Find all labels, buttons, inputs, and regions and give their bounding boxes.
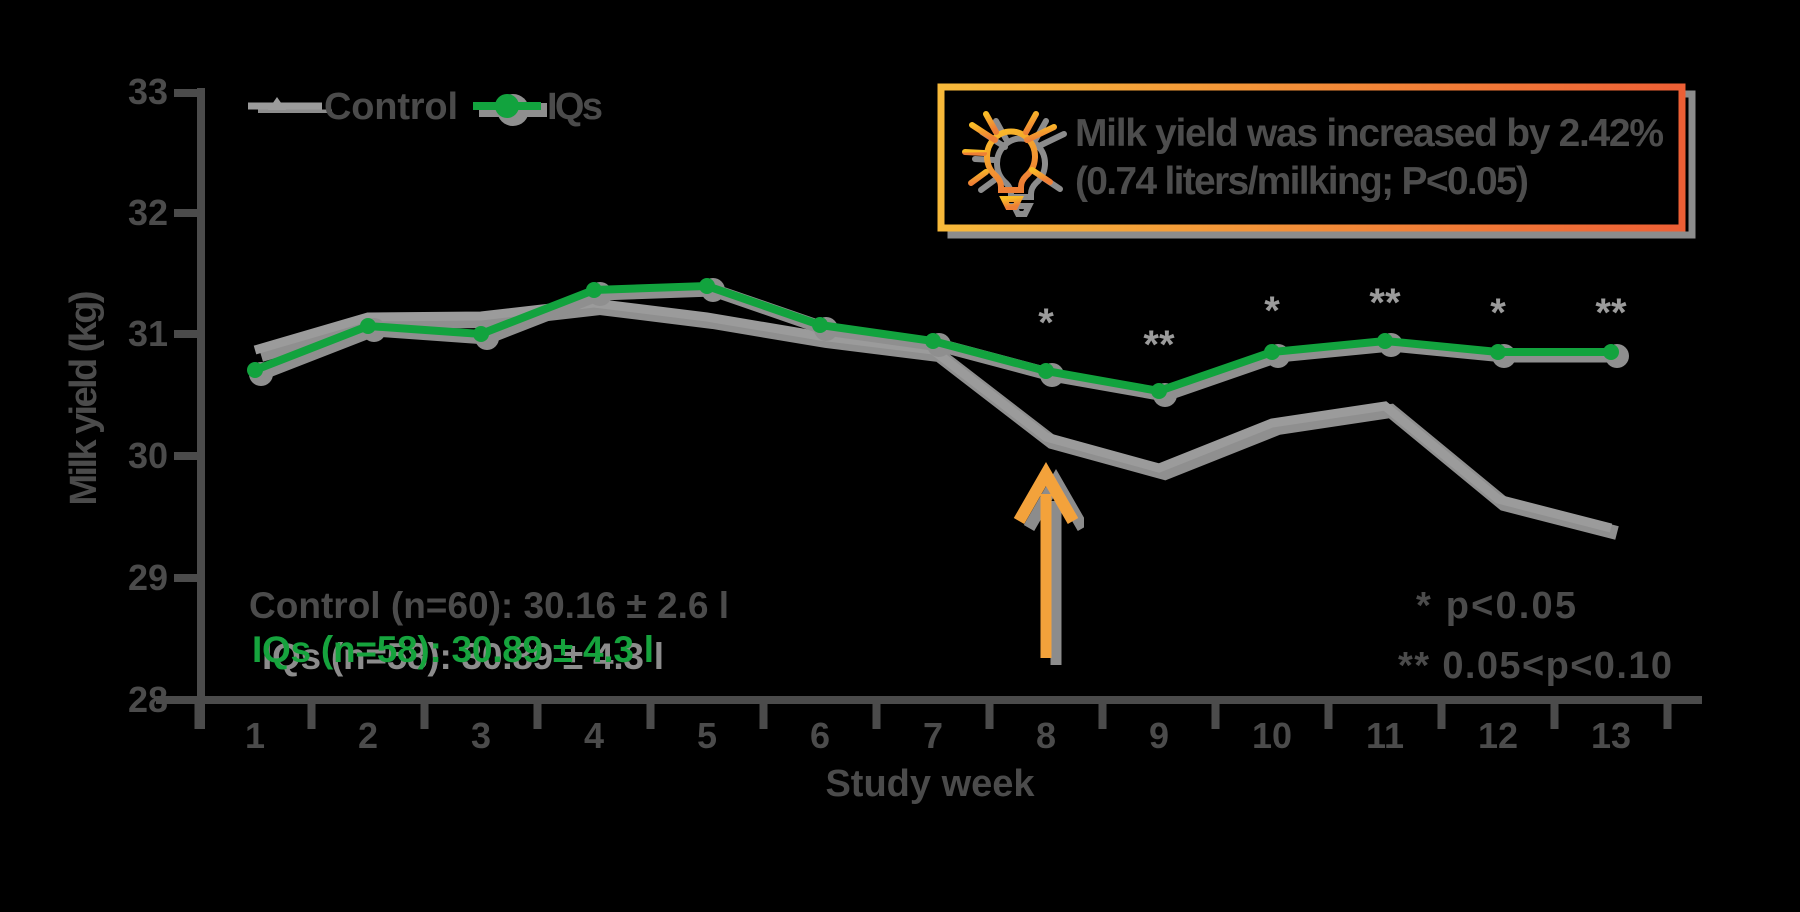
svg-text:28: 28 — [128, 679, 168, 720]
svg-text:12: 12 — [1478, 715, 1518, 756]
svg-text:* p<0.05: * p<0.05 — [1416, 585, 1576, 627]
svg-text:33: 33 — [128, 71, 168, 112]
svg-text:(0.74 liters/milking; P<0.05): (0.74 liters/milking; P<0.05) — [1075, 160, 1529, 203]
svg-text:Milk yield was increased by 2.: Milk yield was increased by 2.42% — [1075, 112, 1664, 155]
svg-text:30: 30 — [128, 435, 168, 476]
svg-text:9: 9 — [1149, 715, 1169, 756]
svg-text:4: 4 — [584, 715, 604, 756]
svg-text:**: ** — [1143, 323, 1175, 367]
svg-text:1: 1 — [245, 715, 265, 756]
svg-text:2: 2 — [358, 715, 378, 756]
svg-text:** 0.05<p<0.10: ** 0.05<p<0.10 — [1398, 645, 1672, 687]
svg-text:7: 7 — [923, 715, 943, 756]
svg-text:32: 32 — [128, 192, 168, 233]
svg-text:Control: Control — [324, 86, 458, 128]
svg-text:6: 6 — [810, 715, 830, 756]
svg-text:Control (n=60): 30.16 ± 2.6 l: Control (n=60): 30.16 ± 2.6 l — [249, 585, 729, 626]
svg-text:*: * — [1038, 301, 1054, 345]
svg-text:*: * — [1264, 289, 1280, 333]
svg-text:**: ** — [1595, 291, 1627, 335]
svg-text:*: * — [1490, 291, 1506, 335]
svg-text:13: 13 — [1591, 715, 1631, 756]
svg-text:Milk yield (kg): Milk yield (kg) — [63, 291, 105, 506]
svg-text:**: ** — [1369, 281, 1401, 325]
svg-text:IQs (n=58): 30.89 ± 4.3 l: IQs (n=58): 30.89 ± 4.3 l — [252, 629, 654, 670]
svg-text:11: 11 — [1366, 715, 1404, 756]
svg-text:31: 31 — [128, 313, 168, 354]
svg-text:Study week: Study week — [825, 763, 1035, 805]
svg-text:3: 3 — [471, 715, 491, 756]
svg-text:IQs: IQs — [547, 86, 603, 128]
svg-text:5: 5 — [697, 715, 717, 756]
svg-text:10: 10 — [1252, 715, 1292, 756]
svg-text:29: 29 — [128, 557, 168, 598]
svg-text:8: 8 — [1036, 715, 1056, 756]
